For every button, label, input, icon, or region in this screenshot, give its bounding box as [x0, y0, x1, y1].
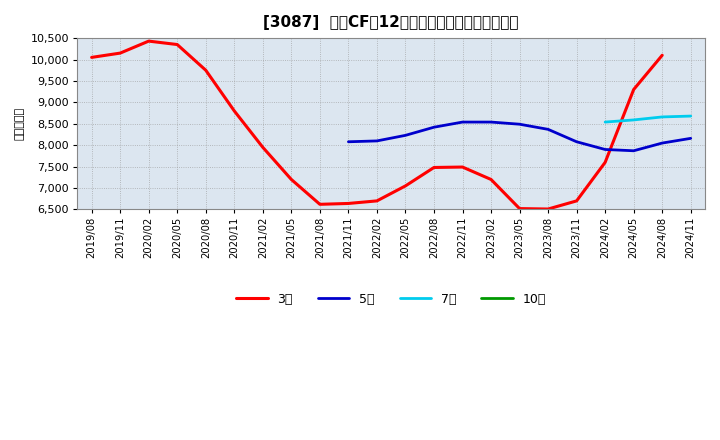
3年: [600, 160, 609, 165]
3年: [230, 108, 238, 114]
3年: [516, 206, 524, 211]
5年: [544, 127, 552, 132]
5年: [458, 119, 467, 125]
7年: [686, 114, 695, 119]
5年: [516, 121, 524, 127]
5年: [572, 139, 581, 144]
3年: [629, 87, 638, 92]
3年: [258, 145, 267, 150]
3年: [401, 183, 410, 188]
5年: [401, 133, 410, 138]
5年: [658, 140, 667, 146]
3年: [145, 38, 153, 44]
3年: [315, 202, 324, 207]
Line: 3年: 3年: [91, 41, 662, 209]
5年: [430, 125, 438, 130]
5年: [373, 138, 382, 143]
Title: [3087]  営業CFだ12か月移動合計の平均値の推移: [3087] 営業CFだ12か月移動合計の平均値の推移: [264, 15, 519, 30]
7年: [600, 119, 609, 125]
3年: [87, 55, 96, 60]
3年: [544, 206, 552, 212]
3年: [173, 42, 181, 47]
Legend: 3年, 5年, 7年, 10年: 3年, 5年, 7年, 10年: [231, 288, 551, 311]
5年: [600, 147, 609, 152]
5年: [487, 119, 495, 125]
3年: [430, 165, 438, 170]
Line: 5年: 5年: [348, 122, 690, 151]
3年: [458, 165, 467, 170]
3年: [344, 201, 353, 206]
Line: 7年: 7年: [605, 116, 690, 122]
3年: [116, 51, 125, 56]
3年: [658, 53, 667, 58]
3年: [373, 198, 382, 204]
3年: [572, 198, 581, 204]
7年: [658, 114, 667, 120]
Y-axis label: （百万円）: （百万円）: [15, 107, 25, 140]
7年: [629, 117, 638, 123]
3年: [202, 68, 210, 73]
3年: [487, 177, 495, 182]
5年: [344, 139, 353, 144]
5年: [686, 136, 695, 141]
5年: [629, 148, 638, 154]
3年: [287, 177, 296, 182]
